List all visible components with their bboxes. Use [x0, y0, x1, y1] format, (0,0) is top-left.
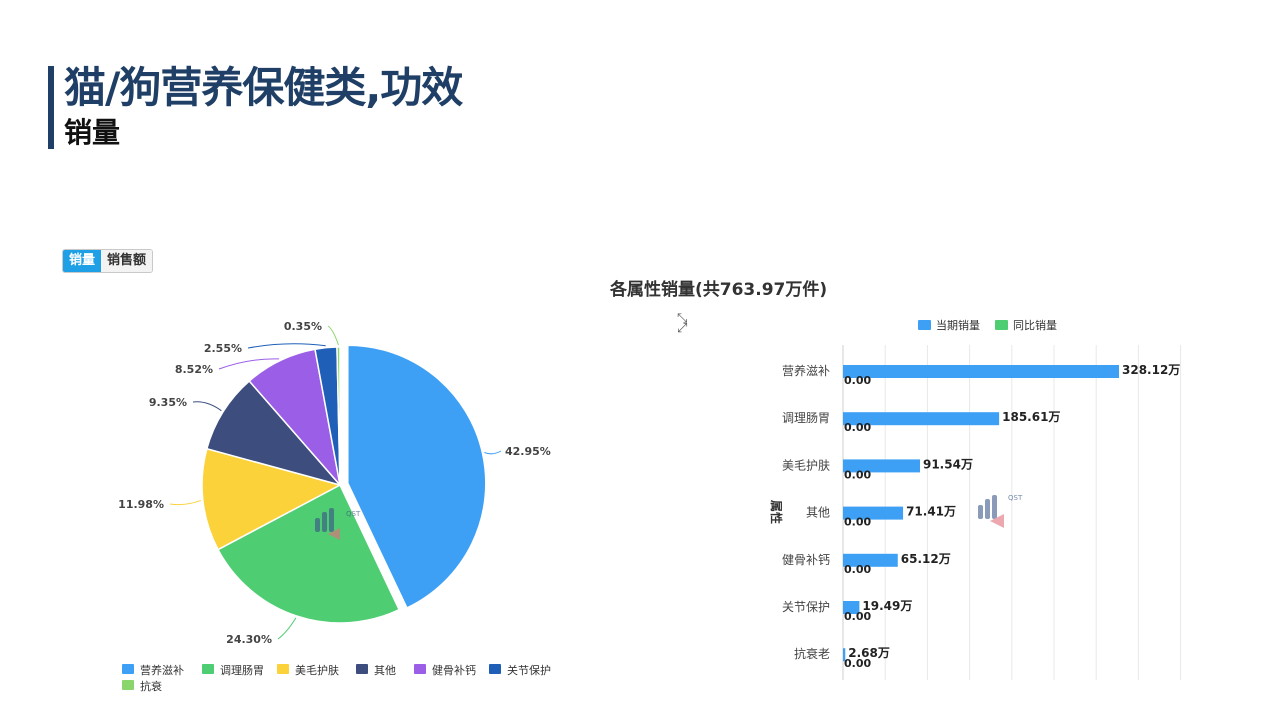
page-subtitle: 销量: [64, 116, 121, 149]
bar-current-value-label-4: 65.12万: [901, 552, 951, 566]
bar-category-label-0: 营养滋补: [782, 363, 830, 378]
pie-legend-label-3: 其他: [374, 664, 396, 677]
page-title: 猫/狗营养保健类,功效: [64, 63, 463, 112]
bar-yoy-value-label-1: 0.00: [844, 421, 871, 434]
bar-watermark-logo: [978, 495, 1004, 528]
bar-yoy-value-label-4: 0.00: [844, 563, 871, 576]
toggle-sales-amount[interactable]: 销售额: [101, 250, 153, 272]
pie-legend-label-4: 健骨补钙: [432, 663, 476, 677]
bar-current-value-label-6: 2.68万: [848, 646, 890, 660]
bar-current-3[interactable]: [843, 506, 904, 520]
bar-legend-swatch-1[interactable]: [995, 320, 1008, 330]
pie-legend-swatch-3[interactable]: [356, 664, 368, 674]
pie-slice-2[interactable]: [201, 447, 343, 551]
bar-current-value-label-0: 328.12万: [1122, 363, 1180, 377]
bar-category-label-2: 美毛护肤: [782, 457, 830, 472]
bar-current-4[interactable]: [843, 553, 898, 567]
metric-toggle: 销量 销售额: [62, 249, 154, 273]
pie-value-label-5: 2.55%: [204, 342, 242, 355]
bar-yoy-value-label-5: 0.00: [844, 610, 871, 623]
title-accent-bar: [48, 66, 54, 149]
bar-current-value-label-3: 71.41万: [906, 505, 956, 519]
bar-yoy-value-label-0: 0.00: [844, 374, 871, 387]
bar-category-label-3: 其他: [806, 506, 830, 520]
bar-current-5[interactable]: [843, 601, 860, 614]
pie-slice-1[interactable]: [217, 483, 401, 624]
bar-current-1[interactable]: [843, 412, 1000, 426]
bar-category-label-1: 调理肠胃: [782, 411, 830, 425]
pie-legend-label-2: 美毛护肤: [295, 663, 339, 677]
pie-value-label-4: 8.52%: [175, 363, 213, 376]
bar-current-value-label-5: 19.49万: [862, 599, 912, 613]
bar-current-0[interactable]: [843, 365, 1119, 378]
pie-legend-swatch-0[interactable]: [122, 664, 134, 674]
bar-yoy-value-label-6: 0.00: [844, 657, 871, 670]
bar-yoy-value-label-2: 0.00: [844, 468, 871, 481]
pie-value-label-2: 11.98%: [118, 498, 164, 511]
pie-legend-label-1: 调理肠胃: [220, 664, 264, 677]
bar-current-6[interactable]: [843, 648, 846, 662]
pie-leader-line-0: [484, 450, 502, 455]
expand-icon[interactable]: ⤡ ⤢: [677, 311, 688, 336]
bar-legend-swatch-0[interactable]: [918, 320, 931, 330]
pie-legend-label-0: 营养滋补: [140, 663, 184, 677]
pie-slice-6[interactable]: [336, 346, 341, 486]
pie-leader-line-4: [218, 358, 280, 370]
pie-leader-line-6: [327, 325, 339, 346]
pie-slice-3[interactable]: [205, 379, 343, 487]
pie-value-label-0: 42.95%: [505, 445, 551, 458]
bar-chart-title: 各属性销量(共763.97万件): [610, 280, 828, 300]
bar-current-2[interactable]: [843, 459, 920, 473]
bar-legend-label-0: 当期销量: [936, 318, 980, 332]
pie-legend-swatch-2[interactable]: [277, 664, 289, 674]
pie-legend-label-6: 抗衰: [140, 679, 162, 693]
pie-legend-swatch-4[interactable]: [414, 664, 426, 674]
bar-category-label-5: 关节保护: [782, 600, 830, 614]
pie-value-label-3: 9.35%: [149, 396, 187, 409]
pie-legend-swatch-5[interactable]: [489, 664, 501, 674]
pie-watermark-logo: [315, 508, 340, 540]
bar-category-label-6: 抗衰老: [794, 646, 830, 661]
pie-leader-line-3: [192, 401, 222, 412]
pie-leader-line-5: [247, 343, 326, 349]
toggle-sales-volume[interactable]: 销量: [63, 250, 102, 272]
pie-legend-swatch-6[interactable]: [122, 680, 134, 690]
bar-y-axis-title: 属性: [769, 500, 784, 524]
pie-legend-label-5: 关节保护: [507, 663, 551, 677]
bar-legend-label-1: 同比销量: [1013, 318, 1057, 332]
bar-category-label-4: 健骨补钙: [782, 553, 830, 567]
pie-leader-line-2: [169, 499, 202, 506]
bar-yoy-value-label-3: 0.00: [844, 516, 871, 529]
bar-current-value-label-2: 91.54万: [923, 457, 973, 471]
pie-slice-0[interactable]: [347, 344, 487, 609]
bar-watermark-text: QST: [1008, 494, 1023, 502]
pie-legend-swatch-1[interactable]: [202, 664, 214, 674]
bar-current-value-label-1: 185.61万: [1002, 410, 1060, 424]
pie-value-label-1: 24.30%: [226, 633, 272, 646]
pie-watermark-text: QST: [346, 510, 361, 518]
pie-leader-line-1: [277, 617, 297, 640]
pie-value-label-6: 0.35%: [284, 320, 322, 333]
